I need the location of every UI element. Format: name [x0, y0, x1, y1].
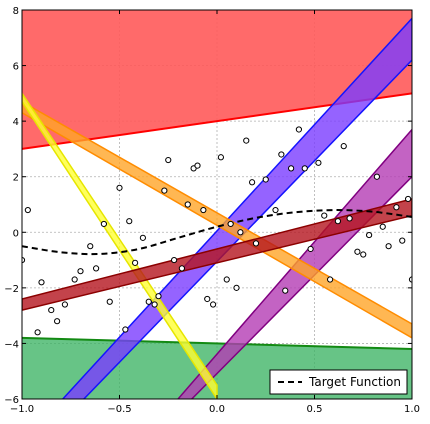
data-point [116, 184, 123, 191]
data-point [393, 204, 400, 211]
x-tick-label: 0.0 [209, 404, 225, 415]
data-point [252, 240, 260, 247]
data-point [278, 151, 285, 158]
data-point [262, 176, 269, 183]
data-point [334, 218, 341, 225]
data-point [237, 229, 244, 236]
y-tick-label: −2 [4, 284, 19, 295]
data-point [282, 287, 289, 294]
legend-box [269, 369, 408, 395]
data-point [100, 220, 108, 228]
data-point [77, 268, 84, 275]
data-point [71, 276, 78, 283]
data-point [327, 276, 334, 283]
data-point [178, 265, 185, 272]
data-point [405, 195, 412, 203]
x-tick-label: 0.5 [307, 404, 323, 415]
data-point [379, 223, 386, 230]
data-point [399, 237, 406, 244]
data-point [126, 218, 133, 225]
band-edge-1 [22, 336, 412, 350]
data-point [243, 137, 250, 144]
data-point [145, 298, 152, 305]
y-tick-label: 8 [13, 6, 19, 17]
data-point [385, 243, 392, 250]
y-tick-label: −4 [4, 339, 19, 350]
data-point [200, 206, 207, 214]
data-point [38, 279, 45, 286]
data-point [22, 256, 26, 264]
data-point [161, 187, 168, 194]
data-point [360, 251, 367, 258]
data-point [194, 162, 201, 169]
data-point [171, 256, 178, 264]
data-point [295, 126, 302, 133]
data-point [272, 206, 279, 214]
data-point [366, 231, 373, 239]
legend: Target Function [269, 369, 408, 395]
data-point [288, 165, 295, 172]
data-point [122, 326, 129, 333]
ticks: −1.0 −0.5 0.0 0.5 1.0 −6 −4 −2 0 2 4 6 8 [4, 6, 420, 415]
data-point [24, 206, 31, 214]
data-point [340, 143, 347, 150]
band-4 [22, 100, 412, 339]
band-5 [22, 92, 218, 399]
x-tick-label: −1.0 [10, 404, 34, 415]
data-point [210, 301, 217, 308]
band-2 [61, 17, 412, 399]
data-point [48, 306, 55, 314]
data-point [184, 201, 191, 208]
data-point [132, 259, 139, 266]
data-point [233, 284, 240, 291]
band-0 [22, 10, 412, 149]
y-tick-label: 4 [13, 117, 19, 128]
bands [22, 10, 412, 399]
data-point [227, 220, 234, 228]
data-point [223, 276, 230, 283]
data-point [354, 248, 361, 255]
data-point [151, 301, 158, 308]
data-point [61, 301, 69, 308]
y-tick-label: 0 [13, 228, 19, 239]
data-point [321, 212, 328, 219]
data-point [139, 234, 146, 241]
data-point [301, 165, 308, 172]
data-point [106, 298, 113, 305]
data-point [54, 318, 61, 325]
data-point [155, 293, 162, 300]
x-tick-label: 1.0 [404, 404, 420, 415]
data-point [204, 295, 211, 303]
data-point [93, 265, 100, 272]
data-point [249, 179, 256, 186]
data-point [217, 154, 224, 161]
data-point [373, 173, 380, 180]
data-point [346, 215, 353, 222]
y-tick-label: 6 [13, 62, 19, 73]
data-point [165, 156, 172, 164]
y-tick-label: 2 [13, 173, 19, 184]
y-tick-label: −6 [4, 395, 19, 406]
band-6 [22, 198, 412, 311]
x-tick-label: −0.5 [107, 404, 131, 415]
data-points [22, 126, 412, 336]
data-point [87, 243, 94, 250]
legend-label: Target Function [308, 375, 401, 389]
data-point [34, 329, 41, 336]
data-point [307, 245, 314, 253]
data-point [315, 159, 322, 166]
